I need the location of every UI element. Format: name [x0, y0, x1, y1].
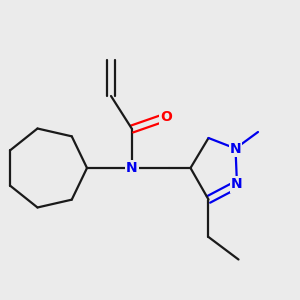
Text: N: N — [126, 161, 138, 175]
Text: O: O — [160, 110, 172, 124]
Text: N: N — [231, 178, 243, 191]
Text: N: N — [230, 142, 241, 155]
